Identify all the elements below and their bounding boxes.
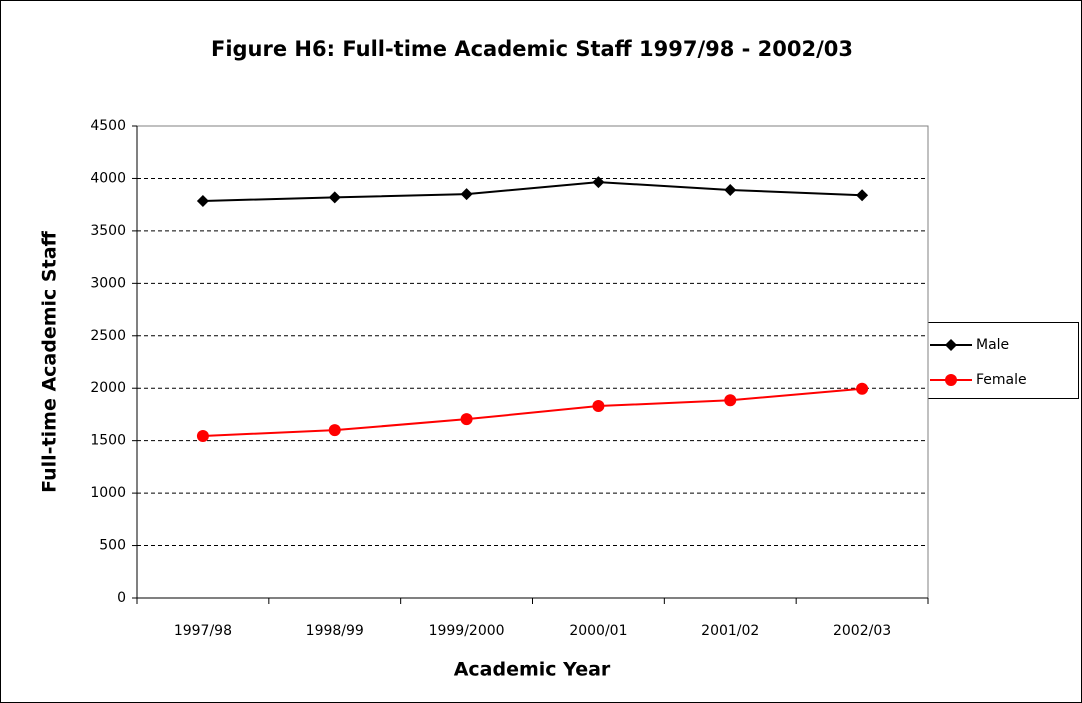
data-point xyxy=(196,429,209,442)
plot-area xyxy=(136,125,929,599)
data-point xyxy=(592,400,605,413)
y-tick-label: 0 xyxy=(117,590,126,606)
y-tick-label: 3500 xyxy=(90,223,126,239)
data-point xyxy=(856,189,869,202)
data-point xyxy=(196,194,209,207)
y-tick-label: 1000 xyxy=(90,485,126,501)
y-tick-label: 2000 xyxy=(90,380,126,396)
x-axis-label: Academic Year xyxy=(454,659,611,681)
y-tick-label: 1500 xyxy=(90,433,126,449)
data-point xyxy=(724,394,737,407)
series-line xyxy=(202,181,863,202)
legend-label: Female xyxy=(976,372,1027,388)
legend-marker xyxy=(945,374,957,386)
series-line xyxy=(202,387,863,437)
data-point xyxy=(460,413,473,426)
x-tick-label: 1997/98 xyxy=(174,623,232,639)
y-axis-label: Full-time Academic Staff xyxy=(39,230,61,492)
data-point xyxy=(328,191,341,204)
legend-label: Male xyxy=(976,337,1009,353)
data-point xyxy=(592,176,605,189)
y-tick-label: 4000 xyxy=(90,170,126,186)
data-point xyxy=(460,188,473,201)
data-point xyxy=(328,424,341,437)
legend xyxy=(922,322,1079,399)
chart-title: Figure H6: Full-time Academic Staff 1997… xyxy=(211,37,853,61)
x-tick-label: 1999/2000 xyxy=(429,623,505,639)
x-tick-label: 2002/03 xyxy=(833,623,891,639)
x-tick-label: 1998/99 xyxy=(306,623,364,639)
x-tick-label: 2001/02 xyxy=(701,623,759,639)
legend-marker xyxy=(945,339,957,351)
y-tick-label: 500 xyxy=(99,538,126,554)
y-tick-label: 2500 xyxy=(90,328,126,344)
y-tick-label: 4500 xyxy=(90,118,126,134)
y-tick-label: 3000 xyxy=(90,275,126,291)
x-tick-label: 2000/01 xyxy=(569,623,627,639)
data-point xyxy=(856,382,869,395)
data-point xyxy=(724,183,737,196)
